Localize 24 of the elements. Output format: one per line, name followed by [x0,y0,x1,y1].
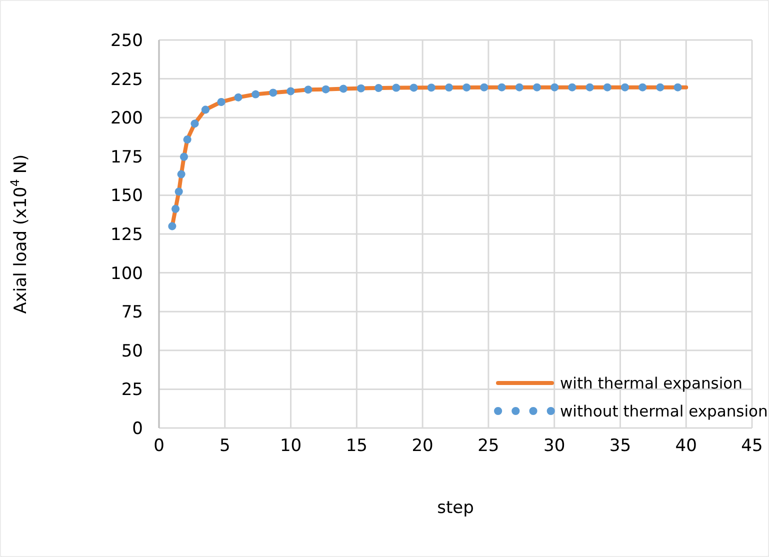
y-tick-label: 175 [110,147,143,168]
x-tick-label: 30 [544,436,566,456]
x-tick-label: 15 [346,436,368,456]
x-tick-label: 40 [675,436,697,456]
x-tick-label: 10 [280,436,302,456]
x-tick-label: 20 [412,436,434,456]
x-tick-label: 25 [478,436,500,456]
y-tick-label: 150 [110,186,143,206]
y-tick-label: 100 [110,264,143,284]
y-tick-label: 250 [110,30,143,51]
x-axis-title: step [437,498,474,518]
x-tick-label: 0 [154,436,164,456]
legend-label: with thermal expansion [560,374,742,392]
x-tick-label: 5 [219,436,230,456]
y-tick-label: 225 [110,70,143,90]
y-tick-label: 0 [132,418,143,439]
legend-label: without thermal expansion [560,402,768,420]
y-tick-label: 50 [121,341,143,362]
y-tick-label: 200 [110,108,143,129]
x-tick-label: 45 [741,436,763,456]
x-tick-label: 35 [609,436,632,456]
y-tick-label: 75 [121,302,143,323]
y-tick-label: 125 [110,224,143,245]
y-tick-label: 25 [121,380,143,400]
